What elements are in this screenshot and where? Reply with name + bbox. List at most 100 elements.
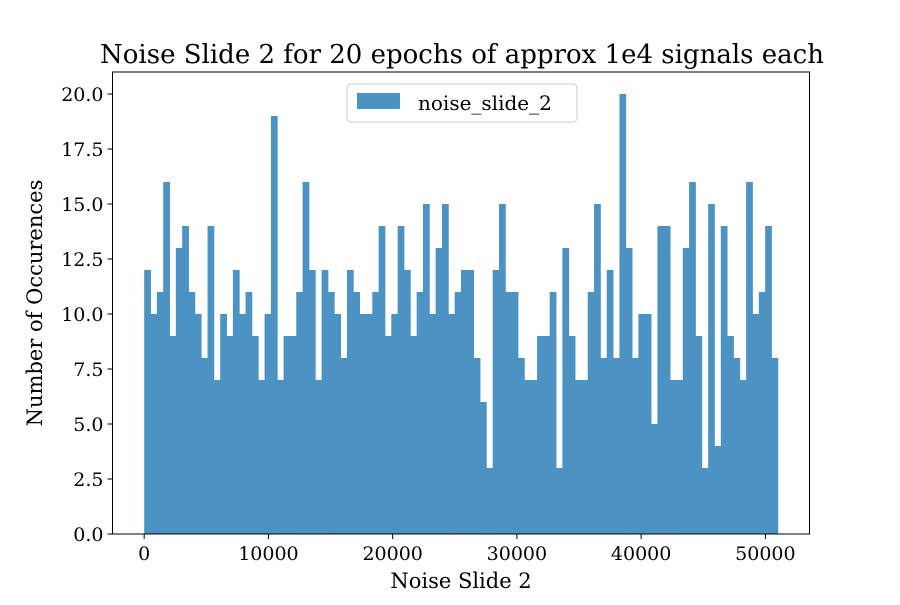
histogram-bar — [391, 314, 399, 534]
y-tick-label: 12.5 — [61, 249, 103, 271]
histogram-bar — [537, 336, 544, 534]
histogram-bar — [461, 270, 468, 534]
histogram-bars — [144, 94, 779, 534]
histogram-bar — [156, 292, 164, 534]
legend-swatch — [357, 93, 400, 109]
histogram-bar — [245, 292, 253, 534]
histogram-bar — [499, 204, 506, 534]
histogram-bar — [353, 292, 361, 534]
histogram-bar — [327, 292, 335, 534]
histogram-bar — [758, 292, 766, 534]
y-tick-label: 5.0 — [73, 414, 103, 436]
histogram-bar — [505, 292, 513, 534]
histogram-bar — [492, 270, 500, 534]
y-tick-label: 17.5 — [61, 139, 103, 161]
y-tick-label: 10.0 — [61, 304, 103, 326]
histogram-bar — [410, 336, 418, 534]
legend-box — [346, 83, 578, 123]
histogram-bar — [315, 380, 322, 534]
x-axis-ticks: 0 10000 20000 30000 40000 50000 — [138, 534, 796, 565]
histogram-bar — [714, 446, 722, 534]
histogram-bar — [676, 380, 684, 534]
histogram-bar — [708, 204, 715, 534]
legend: noise_slide_2 — [346, 83, 578, 123]
x-tick-label: 10000 — [238, 543, 298, 565]
histogram-bar — [739, 380, 747, 534]
histogram-bar — [651, 424, 658, 534]
x-tick-label: 30000 — [487, 543, 547, 565]
y-tick-label: 20.0 — [61, 84, 103, 106]
histogram-bar — [220, 314, 227, 534]
histogram-bar — [632, 358, 639, 534]
histogram-bar — [720, 226, 728, 534]
y-axis-label: Number of Occurences — [23, 180, 47, 427]
y-tick-label: 0.0 — [73, 524, 103, 546]
histogram-bar — [613, 358, 620, 534]
histogram-bar — [346, 270, 354, 534]
histogram-bar — [365, 314, 373, 534]
histogram-bar — [625, 248, 633, 534]
histogram-bar — [695, 336, 703, 534]
histogram-bar — [733, 358, 741, 534]
histogram-bar — [378, 226, 386, 534]
histogram-bar — [207, 226, 215, 534]
histogram-bar — [511, 292, 519, 534]
histogram-bar — [403, 270, 411, 534]
histogram-bar — [334, 314, 342, 534]
x-tick-label: 0 — [138, 543, 150, 565]
y-tick-label: 2.5 — [73, 469, 103, 491]
histogram-bar — [397, 226, 405, 534]
histogram-bar — [689, 182, 696, 534]
histogram-bar — [594, 204, 601, 534]
histogram-bar — [188, 292, 196, 534]
histogram-bar — [524, 380, 532, 534]
histogram-bar — [556, 468, 563, 534]
y-axis-ticks: 0.0 2.5 5.0 7.5 10.0 12.5 15.0 17.5 20.0 — [61, 84, 113, 546]
histogram-bar — [296, 292, 303, 534]
histogram-bar — [201, 358, 208, 534]
histogram-bar — [619, 94, 627, 534]
histogram-bar — [270, 116, 278, 534]
histogram-bar — [448, 314, 456, 534]
histogram-bar — [169, 336, 177, 534]
histogram-bar — [746, 182, 753, 534]
histogram-bar — [340, 358, 348, 534]
histogram-bar — [701, 468, 709, 534]
histogram-bar — [606, 270, 614, 534]
histogram-bar — [239, 314, 246, 534]
histogram-bar — [473, 358, 481, 534]
histogram-bar — [422, 204, 430, 534]
histogram-bar — [518, 358, 525, 534]
histogram-bar — [486, 468, 494, 534]
histogram-bar — [182, 226, 189, 534]
histogram-bar — [175, 248, 183, 534]
x-tick-label: 50000 — [735, 543, 795, 565]
histogram-bar — [308, 270, 316, 534]
histogram-bar — [682, 248, 690, 534]
histogram-bar — [416, 292, 424, 534]
histogram-bar — [213, 380, 221, 534]
histogram-bar — [226, 336, 234, 534]
histogram-bar — [163, 182, 170, 534]
histogram-bar — [277, 380, 284, 534]
x-tick-label: 40000 — [611, 543, 671, 565]
histogram-bar — [480, 402, 487, 534]
histogram-bar — [765, 226, 772, 534]
x-tick-label: 20000 — [362, 543, 422, 565]
histogram-bar — [575, 380, 582, 534]
histogram-bar — [549, 292, 557, 534]
histogram-bar — [771, 358, 779, 534]
histogram-bar — [568, 336, 576, 534]
y-tick-label: 15.0 — [61, 194, 103, 216]
histogram-bar — [752, 314, 760, 534]
histogram-bar — [359, 314, 367, 534]
histogram-bar — [258, 380, 265, 534]
histogram-bar — [150, 314, 158, 534]
histogram-bar — [441, 204, 449, 534]
histogram-bar — [283, 336, 291, 534]
histogram-bar — [384, 336, 392, 534]
histogram-bar — [467, 270, 475, 534]
histogram-bar — [435, 248, 443, 534]
histogram-bar — [429, 314, 437, 534]
